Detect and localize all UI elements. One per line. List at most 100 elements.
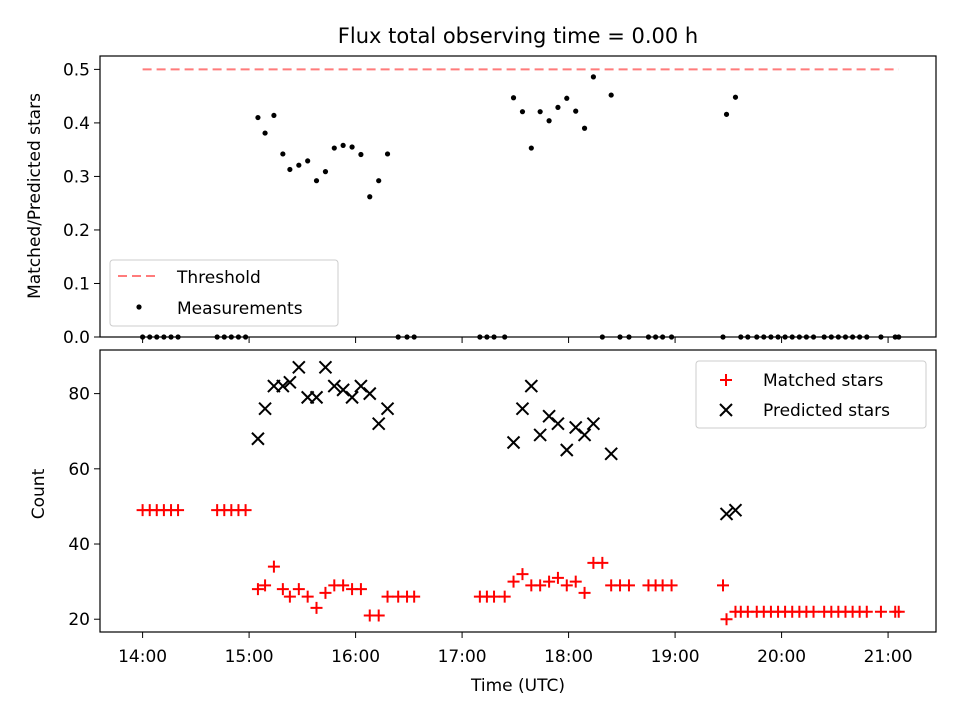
matched-star-point: [267, 560, 280, 573]
matched-star-point: [292, 583, 305, 596]
measurement-point: [519, 109, 526, 115]
matched-star-point: [319, 586, 332, 599]
predicted-star-point: [258, 401, 272, 416]
measurement-point: [296, 162, 302, 168]
matched-star-point: [560, 579, 573, 592]
measurement-point: [581, 125, 588, 131]
predicted-star-point: [719, 507, 734, 521]
matched-star-point: [807, 605, 820, 618]
matched-legend-label: Matched stars: [763, 371, 883, 391]
measurement-point: [305, 158, 311, 164]
predicted-star-point: [515, 401, 530, 416]
ratio-x-ticks: [142, 337, 889, 343]
measurement-point: [349, 144, 355, 150]
measurement-point: [528, 145, 534, 151]
count-x-tick-label: 17:00: [438, 647, 487, 667]
predicted-star-point: [586, 416, 601, 431]
matched-star-point: [874, 605, 887, 618]
predicted-star-point: [728, 503, 743, 517]
matched-star-point: [408, 590, 421, 603]
measurement-point: [367, 194, 373, 200]
measurement-point: [564, 95, 570, 101]
predicted-star-point: [533, 428, 547, 442]
matched-star-point: [172, 504, 185, 517]
measurement-point: [376, 178, 382, 184]
matched-star-point: [354, 583, 367, 596]
count-x-ticks: 14:00 15:00 16:00 17:00 18:00 19:00 20:00 21:00: [118, 632, 913, 667]
matched-star-point: [259, 579, 272, 592]
measurement-point: [573, 108, 579, 114]
measurement-point: [280, 151, 286, 157]
measurement-point: [322, 169, 329, 175]
measurements-legend-swatch: [136, 304, 142, 310]
count-y-axis-label: Count: [29, 468, 49, 519]
x-axis-label: Time (UTC): [470, 676, 565, 696]
matched-star-point: [372, 609, 385, 622]
ratio-y-tick-label: 0.1: [63, 274, 90, 294]
ratio-panel: 0.0 0.1 0.2 0.3 0.4 0.5 Matched/Predicted sta…: [25, 55, 937, 348]
predicted-star-point: [283, 375, 297, 390]
count-legend-box: [695, 360, 927, 429]
predicted-star-point: [380, 401, 395, 416]
predicted-star-point: [327, 379, 342, 393]
ratio-y-tick-label: 0.2: [63, 221, 90, 241]
matched-star-point: [534, 579, 547, 592]
count-y-tick-label: 60: [68, 460, 90, 480]
matched-star-point: [301, 590, 314, 603]
measurement-point: [358, 151, 364, 158]
ratio-y-tick-label: 0.0: [63, 328, 90, 348]
ratio-legend: Threshold Measurements: [109, 259, 339, 327]
matched-star-point: [665, 579, 678, 592]
count-legend: Matched stars Predicted stars: [695, 360, 927, 429]
predicted-star-point: [371, 416, 386, 431]
measurement-point: [732, 94, 739, 100]
matched-star-point: [720, 613, 733, 626]
measurement-point: [590, 74, 596, 80]
measurement-point: [555, 104, 561, 110]
matched-star-point: [488, 590, 501, 603]
count-x-tick-label: 21:00: [864, 647, 913, 667]
predicted-star-point: [251, 432, 265, 446]
count-marks: [136, 360, 905, 626]
measurement-point: [546, 118, 552, 124]
matched-star-point: [622, 579, 635, 592]
count-x-tick-label: 14:00: [118, 647, 167, 667]
measurement-point: [262, 130, 268, 136]
ratio-y-tick-label: 0.3: [63, 167, 90, 187]
matched-star-point: [310, 601, 323, 614]
matched-star-point: [283, 590, 296, 603]
matched-star-point: [239, 504, 252, 517]
predicted-star-point: [604, 447, 618, 461]
measurement-point: [723, 111, 730, 117]
count-x-tick-label: 15:00: [225, 647, 274, 667]
matched-legend-swatch: [720, 374, 732, 386]
predicted-star-point: [345, 390, 359, 405]
matched-star-point: [543, 575, 556, 588]
count-x-tick-label: 18:00: [544, 647, 593, 667]
matched-star-point: [507, 575, 520, 588]
measurement-point: [287, 166, 293, 173]
predicted-star-point: [363, 386, 377, 401]
measurement-point: [340, 142, 346, 148]
predicted-star-point: [551, 416, 565, 431]
matched-star-point: [551, 571, 564, 584]
measurement-point: [510, 95, 517, 101]
count-x-tick-label: 19:00: [651, 647, 700, 667]
ratio-axes-frame: [99, 55, 937, 338]
measurement-point: [384, 151, 391, 157]
count-y-tick-label: 40: [68, 535, 90, 555]
predicted-star-point: [524, 379, 539, 393]
count-y-tick-label: 20: [68, 610, 90, 630]
count-panel: 20 40 60 80 14:00 15:00 16:00 17:00 18:00 19:00 2…: [29, 349, 937, 696]
predicted-star-point: [309, 390, 324, 405]
predicted-legend-label: Predicted stars: [763, 401, 890, 421]
measurement-point: [331, 145, 337, 151]
matched-star-point: [717, 579, 730, 592]
predicted-star-point: [560, 443, 574, 457]
predicted-star-point: [506, 435, 521, 450]
measurement-point: [608, 92, 614, 98]
matched-star-point: [860, 605, 873, 618]
measurements-legend-label: Measurements: [177, 299, 303, 319]
matched-star-point: [381, 590, 394, 603]
